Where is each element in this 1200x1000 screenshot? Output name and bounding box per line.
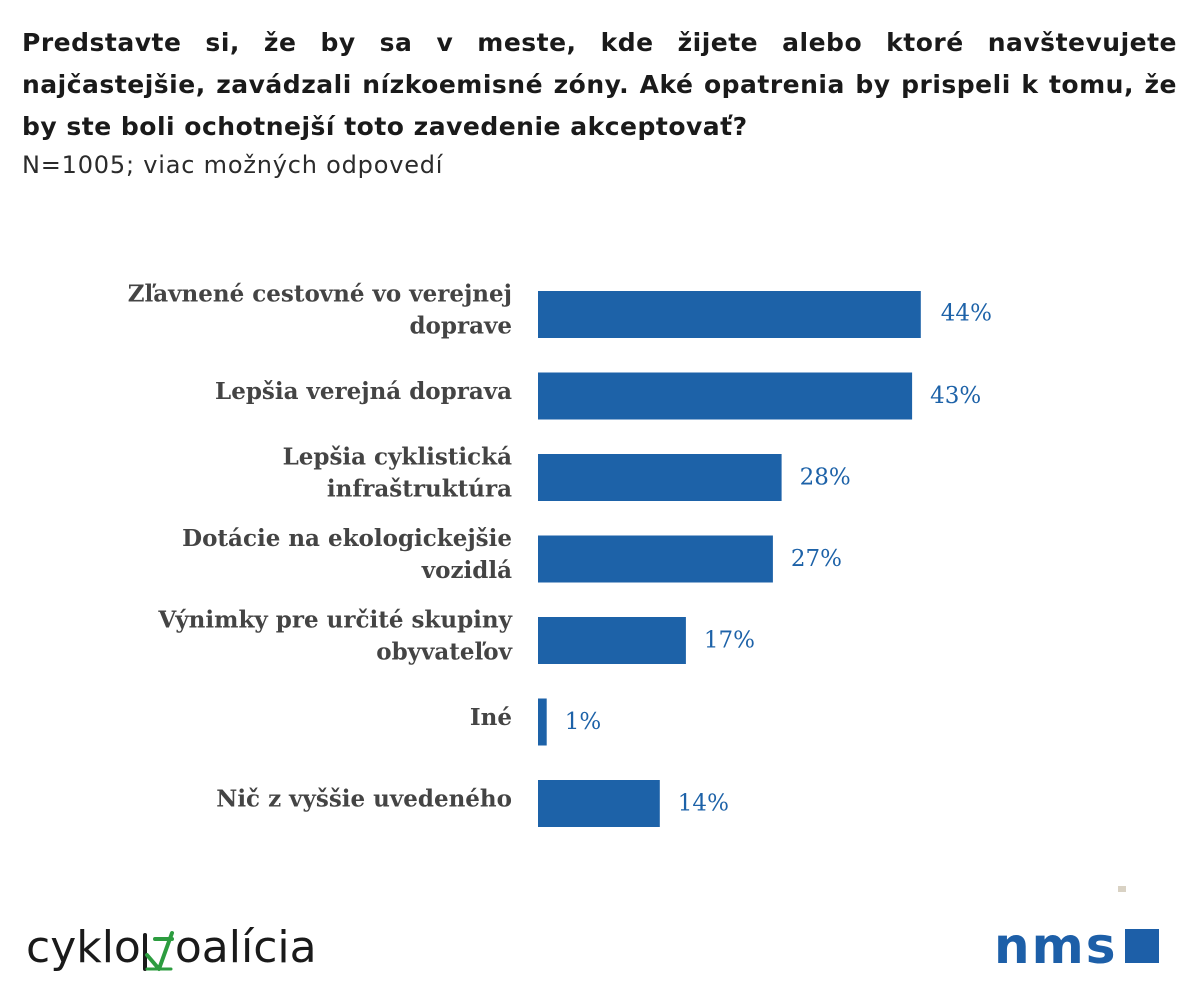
value-label: 44% (941, 301, 992, 327)
category-label-line: obyvateľov (376, 639, 512, 666)
value-label: 43% (930, 383, 981, 409)
category-label-line: doprave (409, 313, 512, 340)
bicycle-k-icon (142, 931, 174, 971)
category-label: Výnimky pre určité skupiny obyvateľov (157, 607, 512, 666)
category-label-line: Iné (470, 704, 512, 731)
value-label: 14% (678, 791, 729, 817)
category-label-line: infraštruktúra (327, 476, 512, 503)
bar-chart: Zľavnené cestovné vo verejnej doprave Lepš… (128, 281, 992, 827)
cyklokoalicia-logo: cyklo oalícia (26, 917, 317, 979)
category-label-line: Výnimky pre určité skupiny (157, 607, 512, 634)
corner-mark (1118, 886, 1126, 892)
category-label-line: Lepšia verejná doprava (215, 378, 512, 405)
bar-group (538, 291, 921, 827)
category-label-line: vozidlá (421, 557, 512, 584)
category-label: Iné (470, 704, 512, 731)
logo-text-start: cyklo (26, 922, 141, 973)
value-label: 17% (704, 628, 755, 654)
category-label-line: Dotácie na ekologickejšie (182, 525, 512, 552)
nms-logo-square (1125, 929, 1160, 963)
category-label-line: Zľavnené cestovné vo verejnej (128, 281, 512, 308)
bar (538, 535, 773, 583)
bar (538, 372, 913, 420)
logo-text-end: oalícia (174, 922, 317, 973)
category-label: Nič z vyššie uvedeného (216, 786, 512, 813)
value-label: 1% (565, 709, 602, 735)
category-label: Zľavnené cestovné vo verejnej doprave (128, 281, 512, 340)
bar (538, 698, 547, 746)
bar (538, 291, 921, 338)
nms-logo-text: nms (994, 917, 1118, 975)
category-label-line: Lepšia cyklistická (283, 444, 513, 471)
category-label: Lepšia verejná doprava (215, 378, 512, 405)
value-label-group: 44% 43% 28% 27% 17% 1% 14% (565, 301, 992, 817)
chart-title: Predstavte si, že by sa v meste, kde žij… (22, 28, 1177, 141)
category-label: Dotácie na ekologickejšie vozidlá (182, 525, 512, 584)
bar (538, 454, 782, 501)
value-label: 28% (800, 465, 851, 491)
bar (538, 617, 686, 664)
category-label-line: Nič z vyššie uvedeného (216, 786, 512, 813)
bar (538, 780, 660, 827)
nms-logo: nms (994, 917, 1160, 975)
category-label-group: Zľavnené cestovné vo verejnej doprave Lepš… (128, 281, 513, 813)
value-label: 27% (791, 546, 842, 572)
category-label: Lepšia cyklistická infraštruktúra (283, 444, 513, 503)
chart-subtitle: N=1005; viac možných odpovedí (22, 151, 444, 179)
